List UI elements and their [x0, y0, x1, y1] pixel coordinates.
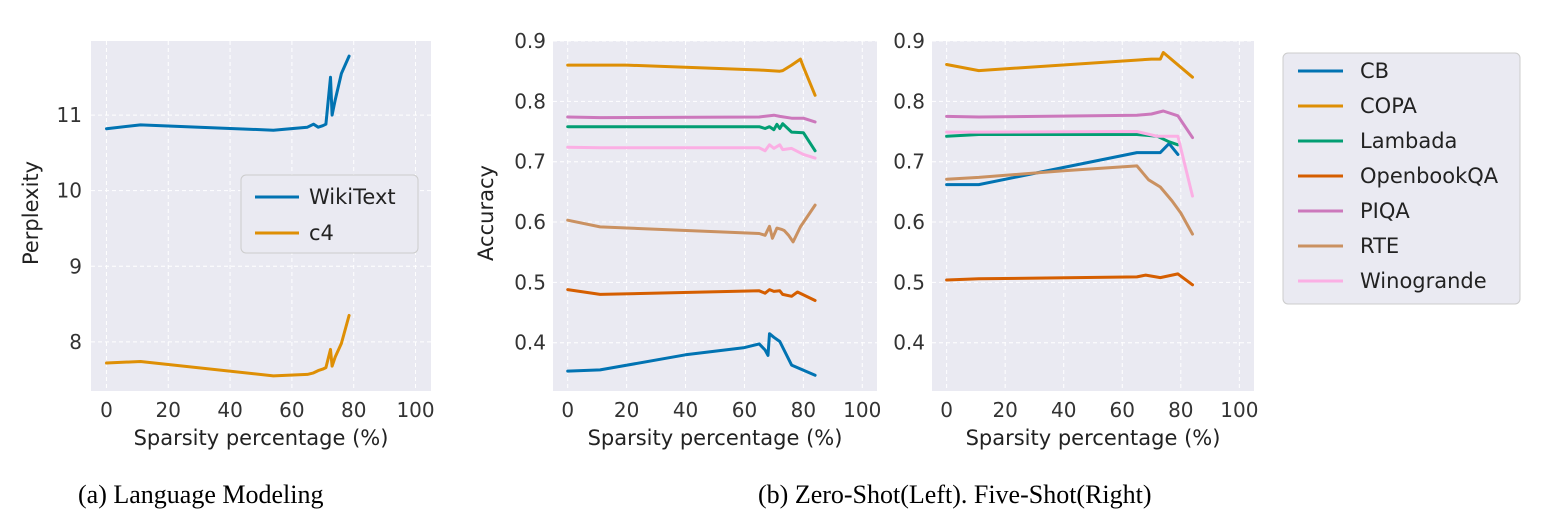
series-line-winogrande — [566, 143, 817, 160]
caption-b: (b) Zero-Shot(Left). Five-Shot(Right) — [758, 480, 1152, 509]
x-tick-label: 40 — [673, 398, 698, 422]
y-tick-label: 11 — [57, 103, 82, 127]
legend: WikiText c4 — [240, 174, 419, 254]
x-tick-label: 20 — [614, 398, 639, 422]
series-line-winogrande — [945, 130, 1194, 198]
x-tick-label: 40 — [1051, 398, 1076, 422]
y-tick-label: 0.6 — [514, 210, 546, 234]
series-line-lambada — [566, 122, 817, 153]
legend-label-lambada: Lambada — [1360, 129, 1457, 153]
legend-label-openbookqa: OpenbookQA — [1360, 164, 1499, 188]
x-axis-label: Sparsity percentage (%) — [134, 426, 389, 450]
x-tick-label: 100 — [1220, 398, 1258, 422]
y-tick-label: 0.8 — [893, 89, 925, 113]
y-tick-label: 10 — [57, 179, 82, 203]
caption-a: (a) Language Modeling — [78, 480, 323, 509]
legend-label-rte: RTE — [1360, 234, 1399, 258]
legend-box — [1282, 52, 1521, 305]
y-tick-label: 9 — [69, 254, 82, 278]
y-tick-label: 0.7 — [514, 150, 546, 174]
y-tick-label: 0.4 — [893, 331, 925, 355]
y-axis-label: Accuracy — [474, 165, 498, 261]
x-tick-label: 80 — [341, 398, 366, 422]
series-line-piqa — [945, 109, 1194, 140]
y-tick-label: 0.9 — [514, 29, 546, 53]
series-line-rte — [945, 164, 1194, 236]
y-tick-label: 0.7 — [893, 150, 925, 174]
x-tick-label: 40 — [217, 398, 242, 422]
legend-label: WikiText — [309, 185, 396, 209]
x-tick-label: 100 — [396, 398, 434, 422]
x-tick-label: 60 — [1110, 398, 1135, 422]
legend-right: CB COPA Lambada OpenbookQA PIQA RTE Winogrande — [1282, 52, 1521, 305]
chart-panel-2: 0 20 40 60 80 100 0.4 0.5 0.6 0.7 0.8 0.9 Sparsity p… — [474, 29, 881, 450]
x-tick-label: 0 — [940, 398, 953, 422]
legend-label-piqa: PIQA — [1360, 199, 1410, 223]
y-tick-label: 0.5 — [514, 270, 546, 294]
x-tick-label: 80 — [1168, 398, 1193, 422]
y-tick-label: 0.8 — [514, 89, 546, 113]
series-line-openbookqa — [566, 288, 817, 302]
y-tick-label: 0.6 — [893, 210, 925, 234]
plot-area — [932, 41, 1254, 391]
series-line-cb — [945, 142, 1180, 187]
x-tick-label: 60 — [279, 398, 304, 422]
legend-label-winogrande: Winogrande — [1360, 269, 1487, 293]
legend-label: c4 — [309, 221, 334, 245]
chart-panel-1: 0 20 40 60 80 100 8 9 10 11 Sparsity percentage (%… — [19, 41, 435, 450]
series-line-c4 — [105, 313, 351, 378]
series-line-rte — [566, 203, 817, 244]
legend-label-cb: CB — [1360, 59, 1389, 83]
series-line-copa — [566, 57, 817, 97]
x-tick-label: 100 — [843, 398, 881, 422]
y-tick-label: 0.9 — [893, 29, 925, 53]
chart-panel-3: 0 20 40 60 80 100 0.4 0.5 0.6 0.7 0.8 0.9 Sparsity p… — [893, 29, 1258, 450]
series-line-wikitext — [105, 54, 351, 132]
series-line-copa — [945, 51, 1194, 79]
x-tick-label: 20 — [992, 398, 1017, 422]
series-line-cb — [566, 332, 817, 377]
x-tick-label: 0 — [100, 398, 113, 422]
x-tick-label: 0 — [561, 398, 574, 422]
legend-label-copa: COPA — [1360, 94, 1418, 118]
series-line-openbookqa — [945, 272, 1194, 287]
x-tick-label: 60 — [732, 398, 757, 422]
y-tick-label: 0.4 — [514, 331, 546, 355]
x-tick-label: 80 — [791, 398, 816, 422]
y-tick-label: 0.5 — [893, 270, 925, 294]
series-line-piqa — [566, 113, 817, 124]
plot-area — [553, 41, 877, 391]
y-tick-label: 8 — [69, 330, 82, 354]
y-axis-label: Perplexity — [19, 161, 43, 265]
x-axis-label: Sparsity percentage (%) — [588, 426, 843, 450]
x-axis-label: Sparsity percentage (%) — [966, 426, 1221, 450]
x-tick-label: 20 — [156, 398, 181, 422]
